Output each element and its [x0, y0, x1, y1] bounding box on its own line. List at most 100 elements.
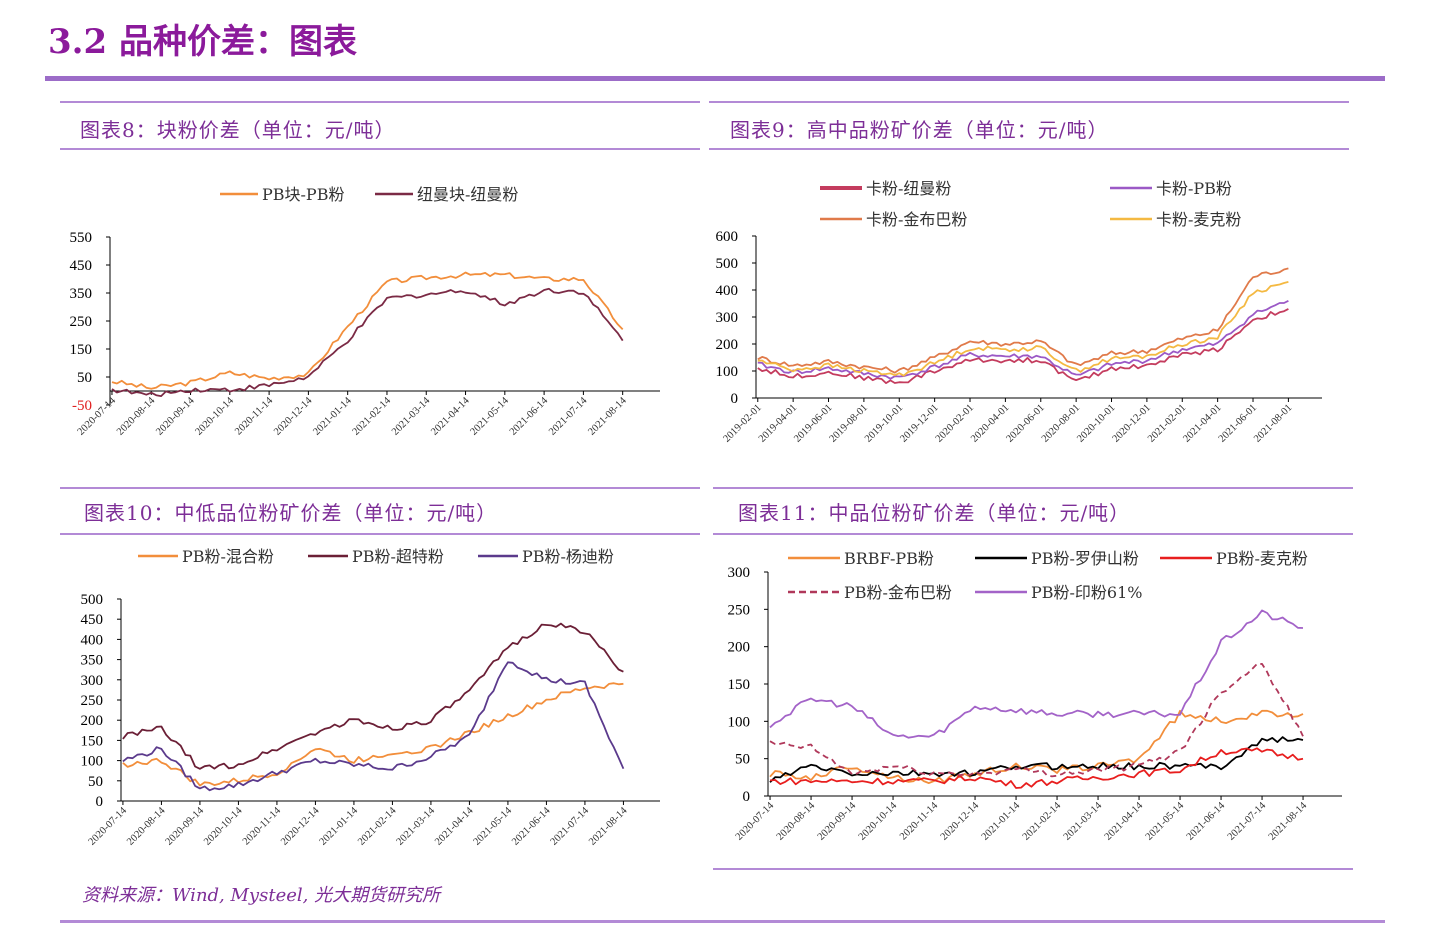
x-tick-label: 2021-03-14 [390, 395, 433, 438]
series-line [122, 622, 624, 770]
x-tick-label: 2020-08-14 [125, 805, 168, 848]
y-tick-label: 450 [81, 612, 104, 628]
series-line [769, 609, 1304, 739]
footer-rule [60, 920, 1385, 923]
x-tick-label: 2021-02-14 [1021, 800, 1064, 843]
chart-high-mid-grade-spread: 60050040030020010002019-02-012019-04-012… [716, 179, 1322, 445]
y-tick-label: 100 [716, 364, 739, 380]
y-tick-label: 250 [70, 314, 93, 330]
x-tick-label: 2021-08-14 [587, 805, 630, 848]
x-tick-label: 2021-01-14 [318, 805, 361, 848]
legend-label: PB粉-金布巴粉 [844, 583, 952, 602]
x-tick-label: 2021-08-14 [1267, 800, 1310, 843]
panel9-title: 图表9：高中品粉矿价差（单位：元/吨） [730, 118, 1109, 142]
x-tick-label: 2021-05-14 [469, 395, 512, 438]
y-tick-label: 400 [716, 283, 739, 299]
chart-block-powder-spread: 55045035025015050-502020-07-142020-08-14… [70, 185, 660, 438]
y-tick-label: 200 [716, 337, 739, 353]
x-tick-label: 2020-07-14 [734, 800, 777, 843]
series-line [769, 663, 1304, 778]
panel11-top-rule [713, 487, 1353, 489]
x-tick-label: 2021-02-14 [356, 805, 399, 848]
x-tick-label: 2020-07-14 [87, 805, 130, 848]
x-tick-label: 2020-09-14 [816, 800, 859, 843]
y-tick-label: 400 [81, 632, 104, 648]
x-tick-label: 2021-08-14 [586, 395, 629, 438]
legend-label: PB粉-混合粉 [182, 547, 274, 566]
panel8-title: 图表8：块粉价差（单位：元/吨） [80, 118, 396, 142]
x-tick-label: 2020-09-14 [164, 805, 207, 848]
legend-label: 纽曼块-纽曼粉 [417, 185, 518, 204]
x-tick-label: 2020-12-14 [279, 805, 322, 848]
x-tick-label: 2020-11-14 [233, 395, 276, 438]
panel10-bottom-rule [60, 533, 700, 535]
y-tick-label: 500 [716, 256, 739, 272]
x-tick-label: 2020-10-14 [857, 800, 900, 843]
y-tick-label: 300 [728, 565, 751, 581]
legend-label: PB粉-超特粉 [352, 547, 444, 566]
legend-label: 卡粉-金布巴粉 [866, 210, 967, 229]
panel11-title: 图表11：中品位粉矿价差（单位：元/吨） [738, 501, 1131, 525]
legend-label: PB块-PB粉 [262, 185, 344, 204]
panel8-bottom-rule [60, 148, 700, 150]
x-tick-label: 2021-02-14 [351, 395, 394, 438]
y-tick-label: 100 [81, 754, 104, 770]
x-tick-label: 2021-06-14 [1185, 800, 1228, 843]
series-line [757, 308, 1289, 384]
y-tick-label: 300 [81, 673, 104, 689]
series-line [769, 747, 1304, 789]
x-tick-label: 2020-12-14 [272, 395, 315, 438]
x-tick-label: 2021-06-14 [510, 805, 553, 848]
x-tick-label: 2021-05-14 [1144, 800, 1187, 843]
y-tick-label: 350 [81, 653, 104, 669]
y-tick-label: 100 [728, 714, 751, 730]
x-tick-label: 2021-04-14 [433, 805, 476, 848]
series-line [757, 281, 1289, 377]
y-tick-label: 250 [728, 602, 751, 618]
x-tick-label: 2021-01-14 [980, 800, 1023, 843]
y-tick-label: 350 [70, 286, 93, 302]
series-line [122, 661, 625, 792]
x-tick-label: 2021-01-14 [311, 395, 354, 438]
chart-mid-low-grade-spread: 5004504003503002502001501005002020-07-14… [81, 547, 660, 848]
y-tick-label: 150 [728, 677, 751, 693]
y-tick-label: 300 [716, 310, 739, 326]
x-tick-label: 2021-08-01 [1252, 402, 1294, 444]
y-tick-label: 50 [77, 370, 92, 386]
y-tick-label: -50 [72, 398, 92, 414]
x-tick-label: 2021-05-14 [472, 805, 515, 848]
x-tick-label: 2020-10-14 [194, 395, 237, 438]
y-tick-label: 550 [70, 230, 93, 246]
series-line [769, 736, 1304, 783]
x-tick-label: 2021-07-14 [549, 805, 592, 848]
series-line [757, 299, 1289, 380]
y-tick-label: 50 [735, 752, 750, 768]
x-tick-label: 2021-03-14 [1062, 800, 1105, 843]
x-tick-label: 2020-11-14 [241, 805, 284, 848]
y-tick-label: 250 [81, 693, 104, 709]
legend-label: 卡粉-PB粉 [1156, 179, 1232, 198]
y-tick-label: 200 [81, 713, 104, 729]
legend-label: BRBF-PB粉 [844, 549, 934, 568]
panel10-top-rule [60, 487, 700, 489]
source-rule [713, 868, 1353, 870]
x-tick-label: 2021-07-14 [547, 395, 590, 438]
y-tick-label: 200 [728, 640, 751, 656]
x-tick-label: 2020-12-14 [939, 800, 982, 843]
y-tick-label: 150 [70, 342, 93, 358]
legend-label: PB粉-罗伊山粉 [1031, 549, 1139, 568]
panel9-top-rule [709, 101, 1349, 103]
y-tick-label: 50 [88, 774, 103, 790]
x-tick-label: 2020-08-14 [775, 800, 818, 843]
x-tick-label: 2020-11-14 [898, 800, 941, 843]
x-tick-label: 2021-06-14 [508, 395, 551, 438]
y-tick-label: 0 [96, 794, 104, 810]
x-tick-label: 2021-04-14 [1103, 800, 1146, 843]
series-line [757, 267, 1289, 374]
series-line [111, 271, 624, 390]
x-tick-label: 2021-04-14 [429, 395, 472, 438]
title-rule [45, 76, 1385, 81]
page-title: 3.2 品种价差：图表 [48, 22, 357, 62]
y-tick-label: 150 [81, 733, 104, 749]
